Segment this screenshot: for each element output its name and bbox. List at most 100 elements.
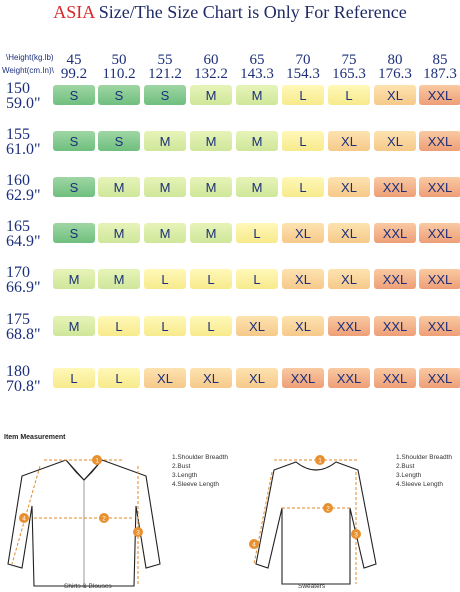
size-cell: L (98, 316, 140, 336)
size-cell: M (144, 223, 186, 243)
size-cell: XXL (419, 316, 460, 336)
size-cell: S (53, 223, 95, 243)
size-cell: L (98, 368, 140, 388)
marker-1: 1 (315, 455, 325, 465)
size-cell: XXL (419, 269, 460, 289)
size-cell: XL (236, 368, 278, 388)
legend-length: 3.Length (396, 472, 422, 479)
height-in: 68.8" (6, 326, 41, 343)
size-cell: M (236, 177, 278, 197)
shirt-legend: 1.Shoulder Breadth 2.Bust 3.Length 4.Sle… (172, 453, 228, 489)
size-cell: M (98, 177, 140, 197)
shirt-outline (7, 459, 161, 587)
size-cell: S (53, 131, 95, 151)
col-header-lb: 132.2 (194, 66, 228, 82)
size-cell: M (190, 223, 232, 243)
size-cell: M (144, 131, 186, 151)
svg-text:1: 1 (318, 458, 322, 465)
svg-text:2: 2 (326, 506, 330, 513)
col-header-kg: 45 (66, 52, 82, 68)
size-cell: L (190, 269, 232, 289)
height-cm: 165 (6, 218, 30, 235)
size-cell: M (236, 85, 278, 105)
row-header: 155 61.0" (6, 126, 48, 158)
title-text: Size/The Size Chart is Only For Referenc… (94, 2, 407, 22)
size-cell: XXL (419, 368, 460, 388)
marker-3: 3 (351, 529, 361, 539)
size-cell: L (282, 131, 324, 151)
col-header-kg: 70 (295, 52, 311, 68)
chart-title: ASIA Size/The Size Chart is Only For Ref… (0, 2, 460, 23)
sweater-diagram: 1 2 3 4 (249, 455, 377, 585)
size-cell: XL (328, 269, 370, 289)
size-cell: M (236, 131, 278, 151)
height-cm: 175 (6, 311, 30, 328)
marker-4: 4 (19, 513, 29, 523)
height-in: 59.0" (6, 95, 41, 112)
size-cell: XL (190, 368, 232, 388)
col-header-kg: 50 (111, 52, 127, 68)
marker-1: 1 (92, 455, 102, 465)
size-cell: XXL (374, 223, 416, 243)
shirt-caption: Shirts & Blouses (64, 583, 112, 590)
size-cell: XXL (328, 316, 370, 336)
size-cell: M (98, 269, 140, 289)
col-header-lb: 154.3 (286, 66, 320, 82)
marker-2: 2 (323, 503, 333, 513)
size-cell: S (53, 177, 95, 197)
marker-2: 2 (99, 513, 109, 523)
size-cell: M (190, 85, 232, 105)
sleeve-line (253, 471, 273, 565)
col-header-lb: 121.2 (148, 66, 182, 82)
size-cell: XL (328, 223, 370, 243)
size-cell: L (282, 85, 324, 105)
size-cell: XL (282, 223, 324, 243)
marker-3: 3 (133, 527, 143, 537)
size-cell: XXL (419, 177, 460, 197)
col-header-lb: 187.3 (423, 66, 457, 82)
size-cell: XL (236, 316, 278, 336)
size-cell: XL (328, 131, 370, 151)
legend-bust: 2.Bust (172, 463, 191, 470)
col-header-kg: 55 (157, 52, 173, 68)
row-header: 160 62.9" (6, 172, 48, 204)
size-cell: XXL (419, 223, 460, 243)
height-axis-label: Weight(cm.In)\ (2, 66, 54, 75)
height-in: 61.0" (6, 141, 41, 158)
size-cell: XXL (328, 368, 370, 388)
height-cm: 160 (6, 172, 30, 189)
size-cell: XL (144, 368, 186, 388)
row-header: 170 66.9" (6, 265, 48, 296)
col-header-lb: 110.2 (102, 66, 136, 82)
size-cell: XXL (374, 177, 416, 197)
legend-bust: 2.Bust (396, 463, 415, 470)
svg-text:3: 3 (136, 530, 140, 537)
col-header-kg: 60 (203, 52, 219, 68)
size-cell: XXL (419, 131, 460, 151)
size-cell: S (98, 85, 140, 105)
size-cell: L (236, 269, 278, 289)
size-cell: M (98, 223, 140, 243)
col-header-kg: 75 (341, 52, 357, 68)
size-cell: XXL (374, 368, 416, 388)
height-in: 66.9" (6, 279, 41, 296)
height-in: 64.9" (6, 233, 41, 250)
row-header: 180 70.8" (6, 364, 48, 395)
size-cell: M (53, 269, 95, 289)
size-cell: L (144, 269, 186, 289)
legend-sleeve: 4.Sleeve Length (396, 481, 443, 488)
height-cm: 150 (6, 80, 30, 97)
size-cell: XL (328, 177, 370, 197)
height-cm: 155 (6, 126, 30, 143)
weight-axis-label: \Height(kg.lb) (6, 53, 54, 62)
height-in: 62.9" (6, 187, 41, 204)
sweater-outline (255, 461, 377, 585)
row-header: 150 59.0" (6, 80, 48, 112)
row-header: 175 68.8" (6, 311, 48, 343)
row-header: 165 64.9" (6, 218, 48, 250)
size-cell: M (190, 177, 232, 197)
size-cell: XL (282, 269, 324, 289)
size-cell: L (190, 316, 232, 336)
legend-shoulder: 1.Shoulder Breadth (396, 454, 453, 461)
sweater-caption: Sweaters (298, 583, 326, 590)
